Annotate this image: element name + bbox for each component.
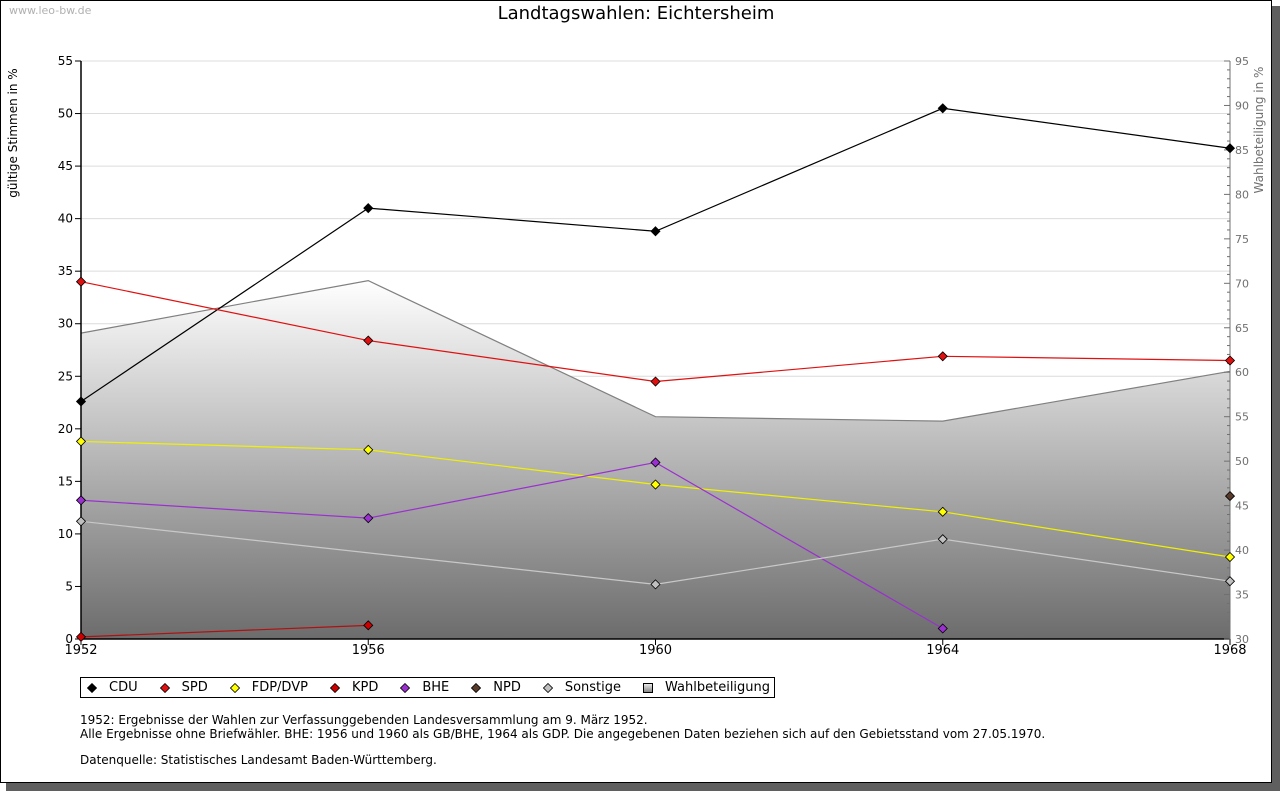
y2-tick-label: 70 — [1235, 277, 1249, 290]
y2-tick-label: 30 — [1235, 633, 1249, 646]
diamond-icon — [87, 683, 97, 693]
y2-tick-label: 35 — [1235, 589, 1249, 602]
square-icon — [643, 683, 654, 693]
diamond-icon — [400, 683, 411, 693]
x-tick-label: 1968 — [1213, 643, 1246, 658]
note-1952: 1952: Ergebnisse der Wahlen zur Verfassu… — [80, 713, 648, 727]
data-point-fdpdvp — [75, 436, 87, 447]
source-note: Datenquelle: Statistisches Landesamt Bad… — [80, 753, 437, 767]
legend-item-spd: SPD — [159, 680, 208, 695]
x-tick-label: 1960 — [639, 643, 672, 658]
legend-item-wahlbeteiligung: Wahlbeteiligung — [643, 680, 770, 695]
legend-item-fdpdvp: FDP/DVP — [229, 680, 308, 695]
y-tick-label: 0 — [65, 632, 73, 646]
data-point-spd — [363, 335, 374, 346]
data-point-spd — [75, 276, 87, 287]
legend-label: FDP/DVP — [251, 680, 308, 695]
diamond-icon — [542, 683, 553, 693]
data-point-cdu — [75, 396, 87, 407]
data-point-sonstige — [1224, 576, 1236, 587]
data-point-cdu — [650, 226, 661, 237]
data-point-sonstige — [937, 534, 948, 545]
legend-label: Wahlbeteiligung — [665, 680, 771, 695]
y-tick-label: 15 — [58, 474, 73, 488]
legend-item-cdu: CDU — [87, 680, 138, 695]
data-point-bhe — [650, 457, 661, 468]
y2-tick-label: 90 — [1235, 99, 1249, 112]
legend-item-bhe: BHE — [400, 680, 449, 695]
y-tick-label: 30 — [58, 317, 73, 331]
x-tick-label: 1956 — [352, 643, 385, 658]
chart-plot: 0 5 10 15 20 25 30 35 40 45 50 55 1952 1956 1960 1964 19… — [6, 54, 1266, 658]
y2-tick-label: 80 — [1235, 188, 1249, 201]
diamond-icon — [159, 683, 170, 693]
note-general: Alle Ergebnisse ohne Briefwähler. BHE: 1… — [80, 727, 1046, 741]
legend-label: SPD — [181, 680, 208, 695]
y-tick-label: 35 — [58, 264, 73, 278]
series-line-bhe — [80, 461, 944, 630]
watermark: www.leo-bw.de — [9, 4, 92, 17]
y2-tick-label: 45 — [1235, 500, 1249, 513]
data-point-fdpdvp — [363, 444, 374, 455]
y2-tick-label: 65 — [1235, 322, 1249, 335]
data-point-spd — [937, 351, 948, 362]
y2-tick-label: 85 — [1235, 144, 1249, 157]
data-point-fdpdvp — [937, 506, 948, 517]
y-tick-label: 5 — [65, 579, 73, 593]
data-point-fdpdvp — [650, 479, 661, 490]
y-tick-label: 20 — [58, 422, 73, 436]
series-line-kpd — [80, 624, 369, 638]
y2-axis-label: Wahlbeteiligung in % — [1252, 67, 1266, 194]
data-point-cdu — [937, 103, 948, 114]
y-tick-label: 45 — [58, 159, 73, 173]
y2-tick-label: 75 — [1235, 233, 1249, 246]
series-line-sonstige — [80, 520, 1231, 585]
y-tick-label: 55 — [58, 54, 73, 68]
data-point-sonstige — [650, 579, 661, 590]
legend-item-kpd: KPD — [329, 680, 379, 695]
turnout-line — [80, 280, 1231, 422]
data-point-bhe — [937, 623, 948, 634]
data-point-sonstige — [75, 516, 87, 527]
axes: 0 5 10 15 20 25 30 35 40 45 50 55 1952 1956 1960 1964 19… — [58, 54, 1249, 658]
y-tick-label: 40 — [58, 212, 73, 226]
legend-label: NPD — [493, 680, 521, 695]
legend-item-npd: NPD — [471, 680, 521, 695]
legend-label: CDU — [109, 680, 138, 695]
y-tick-label: 10 — [58, 527, 73, 541]
data-point-fdpdvp — [1224, 551, 1236, 563]
legend-label: BHE — [422, 680, 450, 695]
data-point-cdu — [1224, 143, 1236, 154]
diamond-icon — [229, 683, 240, 693]
y2-tick-label: 60 — [1235, 366, 1249, 379]
y-tick-label: 25 — [58, 369, 73, 383]
diamond-icon — [329, 683, 340, 693]
data-point-bhe — [363, 513, 374, 524]
y-tick-label: 50 — [58, 107, 73, 121]
x-tick-label: 1952 — [64, 643, 97, 658]
chart-title: Landtagswahlen: Eichtersheim — [497, 3, 775, 24]
series-markers — [75, 103, 1236, 642]
data-point-spd — [1224, 355, 1236, 366]
y2-tick-label: 95 — [1235, 55, 1249, 68]
x-tick-label: 1964 — [926, 643, 959, 658]
y2-tick-label: 40 — [1235, 544, 1249, 557]
data-point-bhe — [75, 495, 87, 506]
legend: CDU SPD FDP/DVP KPD BHE NPD Sonstige Wahlbeteil… — [80, 677, 776, 698]
data-point-cdu — [363, 203, 374, 214]
y-axis-label: gültige Stimmen in % — [6, 68, 20, 197]
legend-label: Sonstige — [564, 680, 622, 695]
data-point-npd — [1224, 491, 1236, 502]
legend-item-sonstige: Sonstige — [542, 680, 622, 695]
legend-label: KPD — [351, 680, 379, 695]
data-point-spd — [650, 376, 661, 387]
diamond-icon — [471, 683, 482, 693]
data-point-kpd — [363, 620, 374, 631]
data-point-kpd — [75, 631, 87, 642]
y2-tick-label: 55 — [1235, 411, 1249, 424]
y2-tick-label: 50 — [1235, 455, 1249, 468]
